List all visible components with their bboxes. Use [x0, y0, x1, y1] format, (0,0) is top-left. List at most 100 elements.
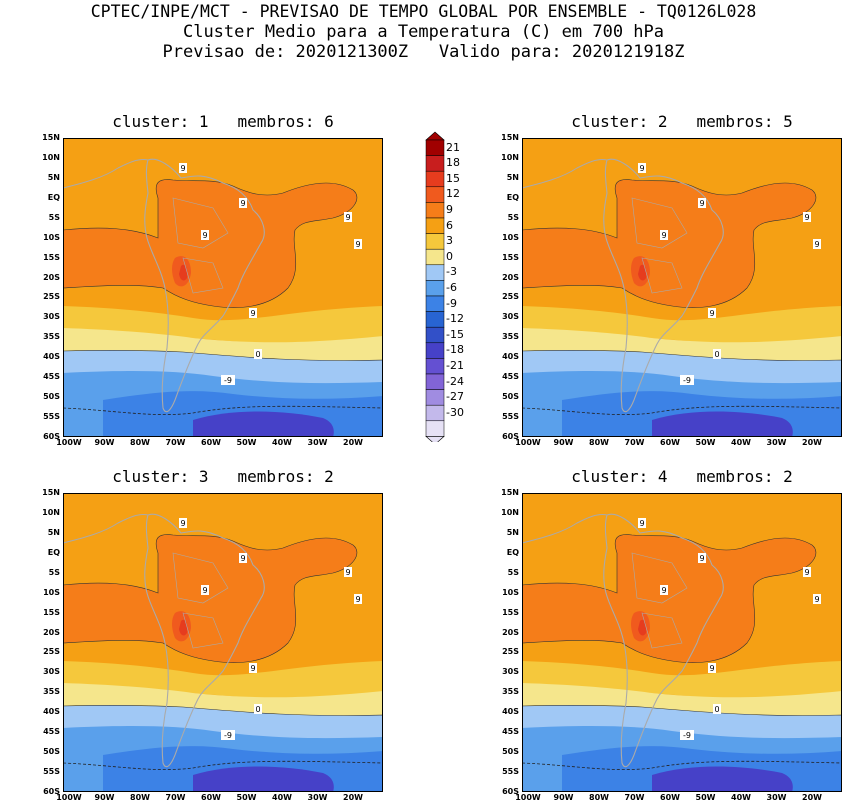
contour-label-f: 9 [814, 240, 819, 249]
lon-tick-label: 20W [343, 438, 363, 447]
coastline-south-america [603, 158, 724, 413]
colorbar-label: -21 [446, 359, 464, 372]
coastline-central-america [63, 514, 149, 544]
lat-tick-label: 25S [43, 647, 60, 657]
contour-label-c: 9 [202, 231, 207, 240]
country-borders [172, 197, 229, 294]
contour-label-g: 0 [255, 705, 260, 714]
lat-tick-label: 5S [507, 567, 519, 577]
lat-tick-label: 5N [47, 527, 60, 537]
map-panel-1: 9 9 9 9 9 9 0 -9 [63, 138, 383, 437]
lat-tick-label: 15S [43, 607, 60, 617]
lat-tick-label: 10S [502, 587, 519, 597]
colorbar-swatch [425, 139, 445, 156]
lat-tick-label: 60S [43, 787, 60, 796]
lon-tick-label: 100W [56, 793, 82, 802]
contour-label-a: 9 [180, 164, 185, 173]
contour-label-b: 9 [240, 554, 245, 563]
lat-tick-label: 35S [43, 687, 60, 697]
lon-tick-label: 40W [731, 438, 751, 447]
colorbar-swatch [425, 202, 445, 219]
contour-label-h: -9 [224, 376, 232, 385]
contour-label-bg [254, 704, 262, 714]
map-frame [522, 138, 842, 437]
contour-label-a: 9 [180, 519, 185, 528]
lat-tick-label: 15N [42, 488, 60, 497]
contour-label-bg [249, 663, 257, 673]
contour-label-g: 0 [714, 705, 719, 714]
contour-label-bg [201, 230, 209, 240]
contour-label-e: 9 [709, 309, 714, 318]
contour-label-bg [221, 730, 235, 740]
contour-label-c: 9 [661, 231, 666, 240]
lat-tick-label: 45S [502, 727, 519, 737]
lon-tick-label: 100W [515, 793, 541, 802]
lat-tick-label: EQ [506, 192, 519, 202]
colorbar-swatch [425, 280, 445, 297]
lat-tick-label: 5S [48, 212, 60, 222]
colorbar-swatch [425, 264, 445, 281]
colorbar-label: 12 [446, 187, 460, 201]
lon-tick-label: 60W [660, 438, 680, 447]
colorbar-label: 6 [446, 218, 453, 232]
header-line-3: Previsao de: 2020121300Z Valido para: 20… [162, 42, 685, 62]
colorbar-swatch [425, 342, 445, 359]
band-0-3 [63, 683, 383, 718]
lat-tick-label: 40S [502, 352, 519, 362]
contour-label-bg [254, 349, 262, 359]
colorbar-bottom-arrow [425, 436, 445, 442]
lon-tick-label: 40W [731, 793, 751, 802]
lat-tick-label: 5N [506, 527, 519, 537]
contour-label-bg [698, 198, 706, 208]
lon-tick-label: 60W [201, 438, 221, 447]
lat-tick-label: 10S [502, 232, 519, 242]
contour-label-a: 9 [639, 164, 644, 173]
lat-tick-label: 30S [43, 667, 60, 677]
contour-label-bg [813, 594, 821, 604]
lon-tick-label: 90W [553, 793, 574, 802]
colorbar-swatch [425, 170, 445, 188]
contour-label-bg [239, 553, 247, 563]
band-neg12-neg15 [193, 411, 334, 437]
band-neg12-neg15 [193, 766, 334, 792]
lat-tick-label: 15S [502, 607, 519, 617]
lon-tick-label: 70W [165, 793, 186, 802]
contour-label-bg [638, 163, 646, 173]
contour-label-h: -9 [683, 376, 691, 385]
contour-label-bg [680, 375, 694, 385]
colorbar-label: 21 [446, 140, 460, 154]
colorbar-swatch [425, 217, 445, 234]
lat-tick-label: 35S [502, 687, 519, 697]
lat-tick-label: 55S [502, 767, 519, 777]
colorbar-label: -12 [446, 312, 464, 326]
country-borders [172, 552, 229, 649]
contour-label-bg [660, 585, 668, 595]
lon-tick-label: 80W [589, 438, 609, 447]
colorbar-swatch [425, 233, 445, 250]
lat-tick-label: 25S [43, 292, 60, 302]
lat-tick-label: 10N [42, 507, 60, 517]
colorbar-label: -30 [446, 405, 464, 419]
coastline-south-america [603, 513, 724, 768]
lon-tick-label: 30W [766, 793, 787, 802]
contour-label-f: 9 [355, 595, 360, 604]
lat-tick-label: 10S [43, 587, 60, 597]
lat-tick-label: 25S [502, 292, 519, 302]
colorbar-swatch [425, 420, 445, 437]
lat-tick-label: 30S [502, 312, 519, 322]
contour-label-bg [713, 349, 721, 359]
contour-label-bg [354, 239, 362, 249]
band-neg12-neg15 [652, 766, 793, 792]
lat-tick-label: 50S [43, 747, 60, 757]
colorbar-swatch [425, 295, 445, 312]
lon-tick-label: 50W [695, 438, 716, 447]
lon-tick-label: 100W [515, 438, 541, 447]
lon-tick-label: 90W [553, 438, 574, 447]
header-line-1: CPTEC/INPE/MCT - PREVISAO DE TEMPO GLOBA… [90, 2, 757, 21]
contour-label-g: 0 [255, 350, 260, 359]
contour-label-e: 9 [250, 664, 255, 673]
contour-label-bg [344, 212, 352, 222]
lat-tick-label: 5N [506, 172, 519, 182]
contour-label-h: -9 [224, 731, 232, 740]
contour-label-a: 9 [639, 519, 644, 528]
